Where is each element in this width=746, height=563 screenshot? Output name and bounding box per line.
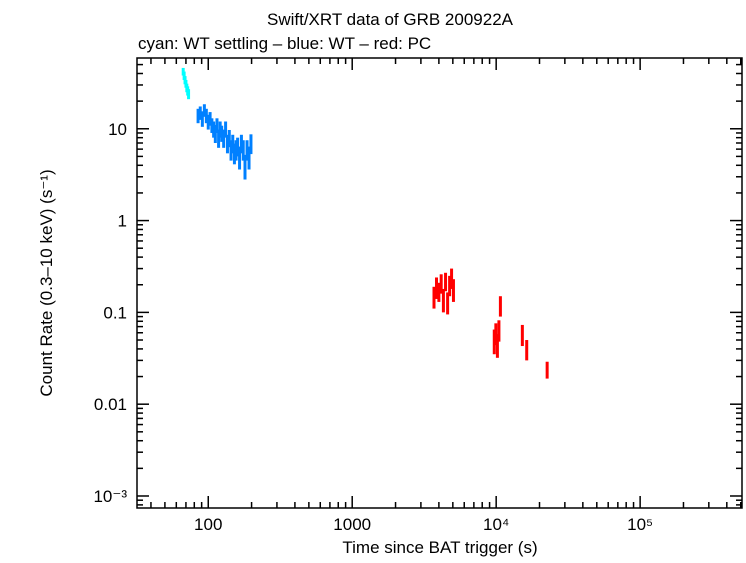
y-axis-label: Count Rate (0.3–10 keV) (s⁻¹)	[37, 169, 56, 396]
data-point	[545, 361, 549, 379]
data-point	[227, 129, 231, 148]
data-point	[437, 282, 441, 302]
data-point	[446, 292, 450, 315]
data-point	[231, 134, 235, 154]
data-point	[497, 320, 501, 342]
x-tick-label: 100	[194, 515, 222, 534]
data-point	[451, 279, 455, 302]
y-tick-label: 10⁻³	[93, 487, 127, 506]
data-point	[187, 89, 191, 100]
x-tick-label: 10⁴	[483, 515, 509, 534]
chart-title: Swift/XRT data of GRB 200922A	[267, 10, 514, 29]
data-point	[441, 288, 445, 313]
data-point	[243, 154, 247, 180]
data-point	[241, 140, 245, 161]
data-point	[196, 108, 200, 124]
data-point	[238, 146, 242, 170]
data-point	[495, 334, 499, 358]
data-point	[249, 134, 253, 155]
data-point	[200, 111, 204, 127]
x-tick-label: 1000	[333, 515, 371, 534]
y-tick-label: 0.1	[103, 303, 127, 322]
data-point	[236, 137, 240, 157]
data-point	[215, 118, 219, 133]
y-tick-label: 10	[108, 120, 127, 139]
data-point	[494, 323, 498, 346]
data-point	[439, 274, 443, 294]
x-tick-label: 10⁵	[627, 515, 653, 534]
data-point	[247, 146, 251, 170]
data-point	[525, 340, 529, 361]
y-tick-label: 1	[118, 212, 127, 231]
data-point	[498, 296, 502, 317]
chart-subtitle: cyan: WT settling – blue: WT – red: PC	[138, 34, 431, 53]
y-tick-label: 0.01	[94, 395, 127, 414]
x-axis-label: Time since BAT trigger (s)	[342, 538, 537, 557]
data-point	[520, 324, 524, 347]
data-point	[444, 272, 448, 292]
data-point	[450, 268, 454, 289]
data-point	[434, 277, 438, 299]
data-point	[224, 121, 228, 138]
data-point	[432, 286, 436, 309]
